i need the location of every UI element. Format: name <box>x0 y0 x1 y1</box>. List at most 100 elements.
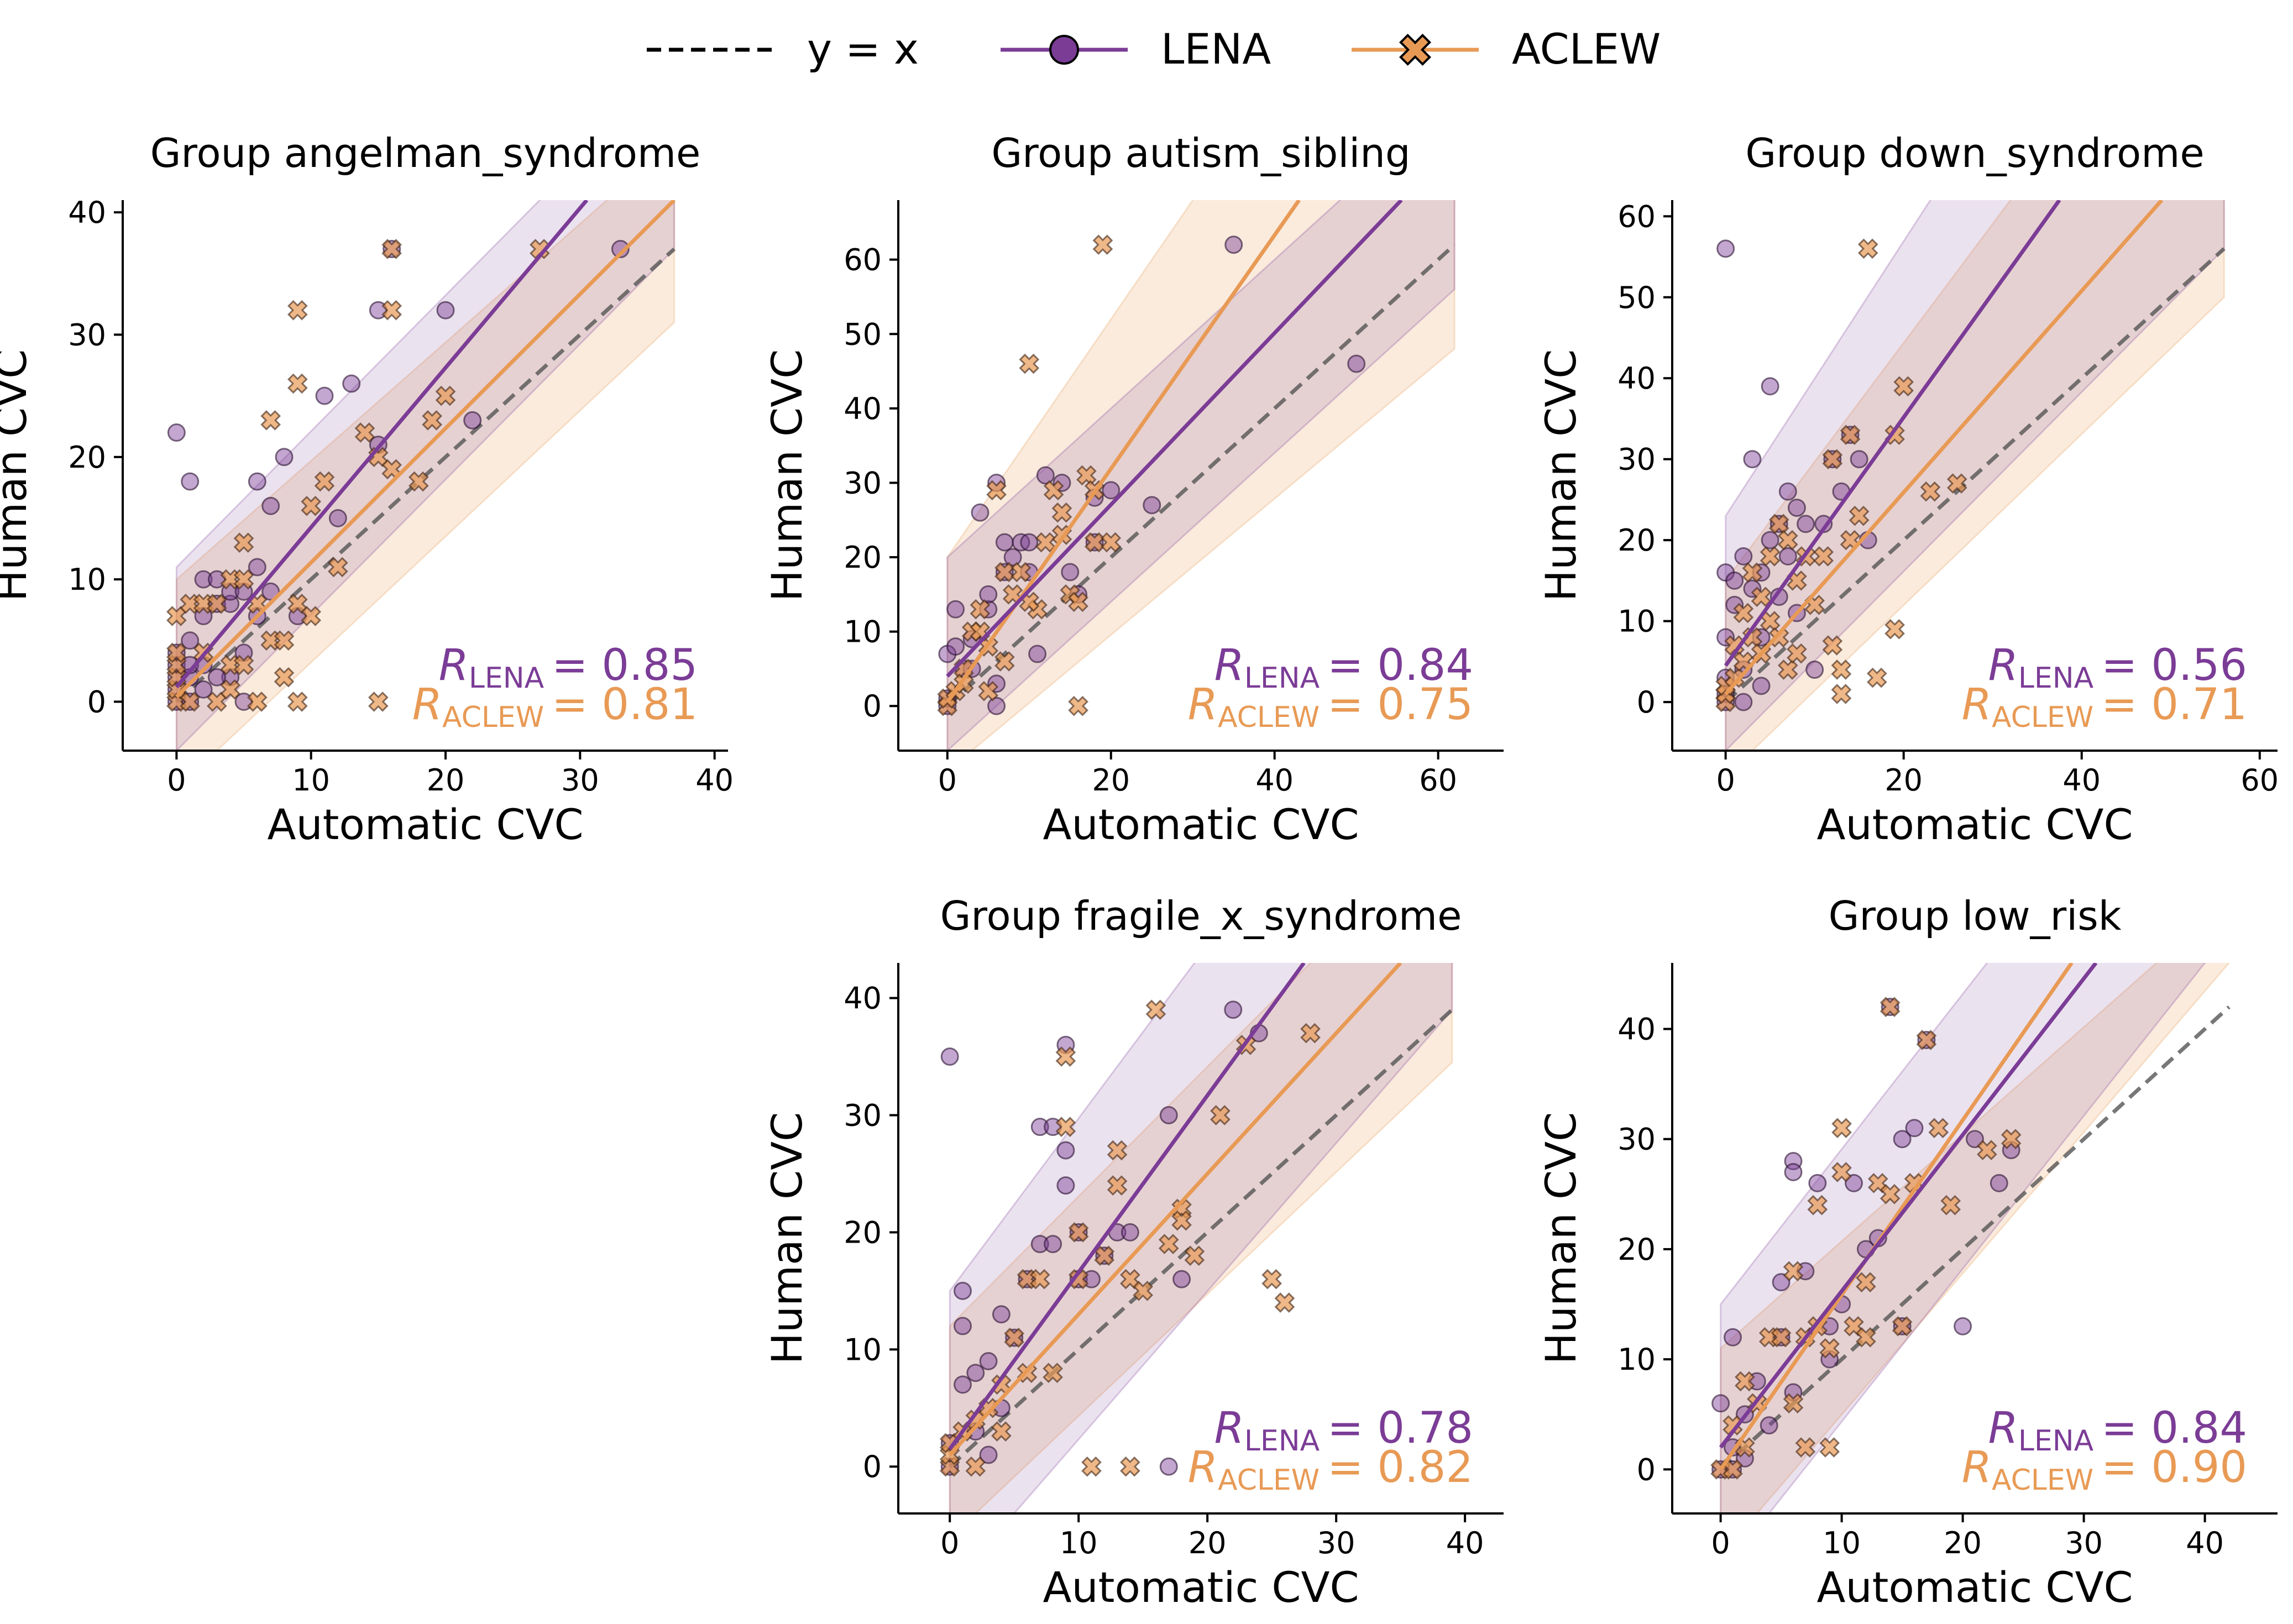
lena-point <box>181 472 200 491</box>
x-axis-label: Automatic CVC <box>1043 800 1359 849</box>
aclew-point <box>1300 1023 1321 1044</box>
lena-point <box>1003 548 1022 567</box>
aclew-point <box>1055 1117 1076 1138</box>
y-tick-label: 10 <box>68 562 106 597</box>
y-tick-label: 10 <box>844 615 882 649</box>
lena-point <box>1893 1130 1912 1149</box>
lena-point <box>436 301 455 319</box>
identity-line <box>948 1008 1454 1468</box>
lena-point <box>1143 496 1161 515</box>
lena-point <box>1778 482 1797 501</box>
r-aclew-stat: RACLEW = 0.90 <box>1962 1443 2247 1497</box>
lena-point <box>987 696 1006 715</box>
lena-point <box>966 1364 985 1382</box>
r-aclew-stat: RACLEW = 0.71 <box>1962 680 2247 734</box>
x-axis-label: Automatic CVC <box>1816 1563 2133 1612</box>
lena-point <box>1159 1106 1178 1124</box>
lena-point <box>1061 563 1080 582</box>
y-tick-label: 40 <box>844 391 882 426</box>
lena-point <box>1797 515 1815 533</box>
aclew-point <box>1051 502 1072 523</box>
y-tick-label: 30 <box>68 317 106 352</box>
lena-point <box>1347 354 1366 373</box>
aclew-point <box>2001 1129 2022 1150</box>
x-tick-label: 20 <box>427 763 465 798</box>
lena-point <box>1030 1118 1049 1136</box>
lena-fit-line <box>946 200 1403 678</box>
aclew-point <box>1819 1437 1840 1458</box>
aclew-point <box>287 691 308 712</box>
lena-point <box>995 533 1014 552</box>
lena-point <box>248 558 266 577</box>
aclew-fit-line <box>945 200 1301 704</box>
identity-line <box>946 243 1456 708</box>
aclew-point <box>1081 1456 1102 1477</box>
lena-point <box>261 582 280 601</box>
aclew-point <box>1068 1222 1089 1243</box>
lena-point <box>194 570 213 589</box>
panel-title: Group angelman_syndrome <box>150 130 701 176</box>
legend-aclew-label: ACLEW <box>1512 24 1661 74</box>
lena-point <box>1716 239 1735 258</box>
y-tick-label: 0 <box>863 689 882 724</box>
lena-point <box>940 1047 959 1066</box>
lena-point <box>463 411 482 429</box>
aclew-point <box>1940 1195 1961 1216</box>
y-tick-label: 30 <box>1617 442 1656 477</box>
aclew-point <box>1035 532 1056 553</box>
aclew-point <box>1210 1105 1231 1125</box>
r-lena-stat: RLENA = 0.56 <box>1988 641 2247 695</box>
aclew-point <box>1849 505 1870 526</box>
aclew-point <box>1133 1280 1154 1301</box>
x-tick-label: 0 <box>938 763 957 798</box>
data-layer <box>939 963 1454 1513</box>
aclew-point <box>978 680 999 701</box>
lena-point <box>1159 1457 1178 1476</box>
aclew-point <box>327 557 348 578</box>
lena-point <box>1805 661 1824 679</box>
aclew-point <box>991 1421 1012 1442</box>
aclew-point <box>1771 1327 1792 1348</box>
y-axis-label: Human CVC <box>0 349 36 601</box>
aclew-fit-line <box>175 200 676 699</box>
lena-point <box>979 1445 998 1464</box>
lena-point <box>1224 1000 1243 1019</box>
panel-low-risk: 0 10 20 30 40 0 10 20 30 40 Group low_risk Automa… <box>1536 893 2278 1612</box>
x-tick-label: 20 <box>1944 1526 1982 1560</box>
lena-point <box>1772 1273 1791 1292</box>
lena-point <box>971 503 990 522</box>
lena-point <box>1121 1223 1139 1241</box>
lena-point <box>1734 693 1753 711</box>
panel-title: Group fragile_x_syndrome <box>940 893 1462 939</box>
aclew-point <box>1184 1245 1205 1266</box>
aclew-point <box>1158 1234 1179 1254</box>
x-tick-label: 20 <box>1884 763 1923 798</box>
aclew-point <box>1107 1175 1128 1196</box>
aclew-point <box>422 410 443 431</box>
lena-point <box>1172 1270 1191 1288</box>
aclew-point <box>274 630 295 651</box>
aclew-point <box>1119 1269 1140 1290</box>
y-tick-label: 60 <box>844 243 882 277</box>
lena-point <box>275 448 294 467</box>
aclew-point <box>1768 627 1789 648</box>
lena-point <box>979 585 998 604</box>
aclew-point <box>1783 1261 1804 1282</box>
lena-ci-band <box>1725 200 2225 751</box>
aclew-point <box>206 594 227 614</box>
y-tick-label: 40 <box>1617 361 1656 396</box>
aclew-point <box>1119 1456 1140 1477</box>
aclew-point <box>274 667 295 688</box>
aclew-point <box>408 471 429 492</box>
aclew-point <box>166 642 187 663</box>
lena-point <box>1020 533 1039 552</box>
lena-point <box>315 386 334 405</box>
identity-line <box>1719 1005 2231 1471</box>
panel-autism-sibling: 0 20 40 60 0 10 20 30 40 50 60 Group autism_siblin… <box>762 130 1504 849</box>
aclew-point <box>1735 1371 1755 1392</box>
aclew-point <box>1068 695 1088 716</box>
aclew-point <box>287 300 308 321</box>
y-tick-label: 20 <box>68 440 106 475</box>
aclew-point <box>1892 1316 1913 1337</box>
